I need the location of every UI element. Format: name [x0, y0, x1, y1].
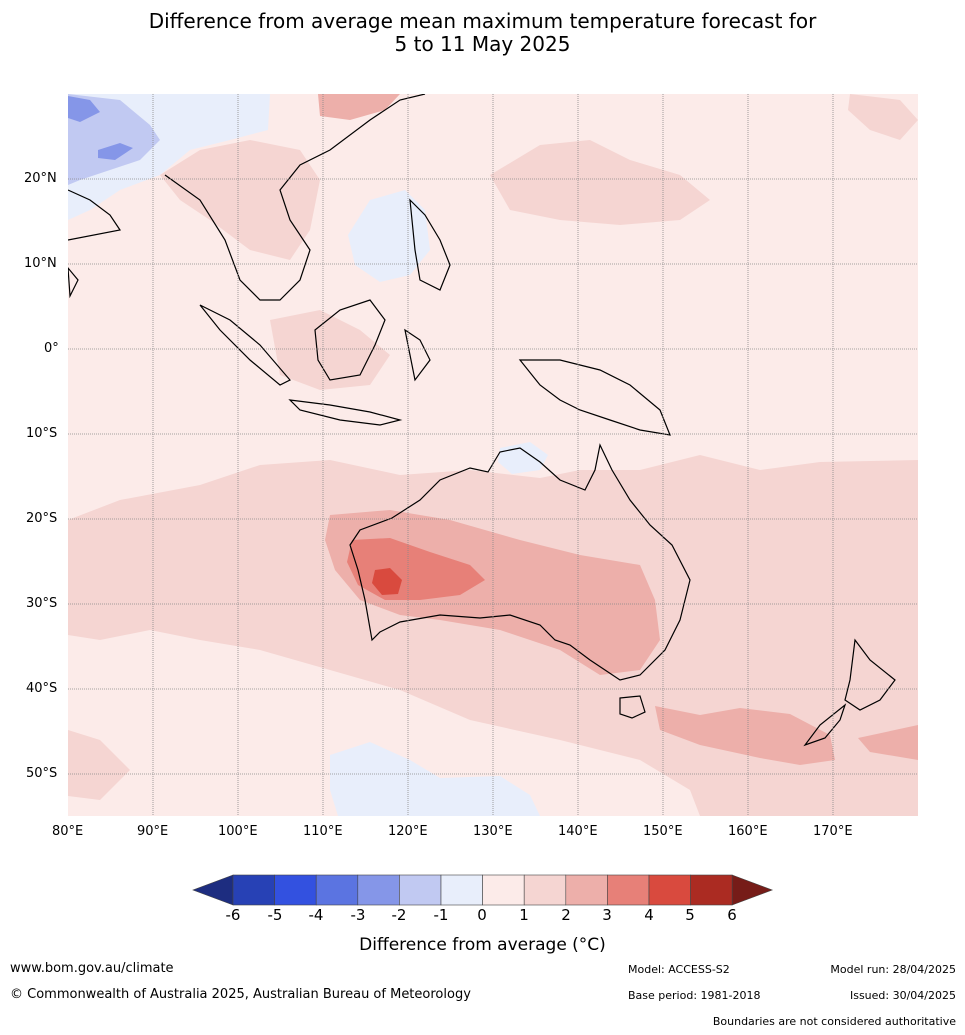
borneo-coast: [314, 299, 386, 381]
sri-lanka: [68, 267, 79, 299]
graticule: [68, 94, 918, 816]
new-zealand-north: [844, 638, 896, 711]
footer-model-run: Model run: 28/04/2025: [830, 963, 956, 976]
colorbar-extend-high: [731, 874, 774, 906]
warm-region-hotspot: [372, 568, 402, 595]
lon-label-120e: 120°E: [388, 824, 428, 839]
sulawesi-coast: [404, 328, 431, 382]
colorbar-tick-neg5: -5: [267, 906, 283, 924]
indochina-coast: [164, 94, 426, 301]
colorbar-segment: [315, 874, 359, 906]
colorbar: [192, 874, 774, 906]
cool-region-southern: [330, 742, 540, 816]
colorbar-segment: [232, 874, 275, 906]
colorbar-tick-neg1: -1: [433, 906, 449, 924]
warm-region-east-nz: [858, 725, 918, 760]
lat-label-0: 0°: [44, 341, 59, 356]
footer-base-period: Base period: 1981-2018: [628, 989, 761, 1002]
colorbar-tick-neg2: -2: [391, 906, 407, 924]
warm-region-china-coast: [318, 94, 400, 120]
footer-issued: Issued: 30/04/2025: [849, 989, 956, 1002]
colorbar-segment: [648, 874, 691, 906]
colorbar-tick-neg4: -4: [308, 906, 324, 924]
lat-label-10s: 10°S: [26, 426, 58, 441]
colorbar-tick-2: 2: [561, 906, 571, 924]
colorbar-segment: [607, 874, 650, 906]
colorbar-tick-5: 5: [685, 906, 695, 924]
lat-label-40s: 40°S: [26, 681, 58, 696]
coastlines: [68, 94, 896, 747]
forecast-map: [68, 94, 918, 816]
title-line-2: 5 to 11 May 2025: [394, 32, 571, 56]
colorbar-tick-neg6: -6: [225, 906, 241, 924]
cool-region-northwest-mid: [68, 94, 160, 185]
warm-region-southeast-asia: [160, 140, 320, 260]
colorbar-tick-neg3: -3: [350, 906, 366, 924]
colorbar-tick-4: 4: [644, 906, 654, 924]
cool-region-northwest-strong: [68, 96, 100, 122]
map-title: Difference from average mean maximum tem…: [0, 10, 965, 56]
lon-label-100e: 100°E: [218, 824, 258, 839]
new-zealand-south: [803, 703, 847, 747]
lon-label-130e: 130°E: [473, 824, 513, 839]
title-line-1: Difference from average mean maximum tem…: [148, 9, 817, 33]
colorbar-segment: [565, 874, 608, 906]
lat-label-20s: 20°S: [26, 511, 58, 526]
lon-label-170e: 170°E: [813, 824, 853, 839]
warm-region-tasman-south: [655, 706, 835, 765]
warm-region-nw-pacific: [490, 140, 710, 225]
tasmania-coast: [619, 695, 646, 719]
java-coast: [288, 399, 403, 426]
colorbar-tick-0: 0: [477, 906, 487, 924]
colorbar-segment: [274, 874, 317, 906]
colorbar-segment: [482, 874, 525, 906]
lat-label-50s: 50°S: [26, 766, 58, 781]
colorbar-tick-6: 6: [727, 906, 737, 924]
lon-label-90e: 90°E: [137, 824, 169, 839]
footer-website: www.bom.gov.au/climate: [10, 961, 174, 976]
colorbar-title: Difference from average (°C): [359, 935, 606, 955]
cool-region-northwest-spot: [98, 143, 133, 160]
warm-region-south-west: [68, 730, 130, 800]
new-guinea-coast: [518, 359, 671, 436]
lon-label-150e: 150°E: [643, 824, 683, 839]
footer-copyright: © Commonwealth of Australia 2025, Austra…: [10, 987, 471, 1002]
lat-label-10n: 10°N: [24, 256, 57, 271]
colorbar-tick-1: 1: [519, 906, 529, 924]
lon-label-110e: 110°E: [303, 824, 343, 839]
colorbar-segment: [357, 874, 400, 906]
lat-label-30s: 30°S: [26, 596, 58, 611]
india-coast: [68, 189, 122, 241]
footer-disclaimer: Boundaries are not considered authoritat…: [712, 1015, 956, 1028]
cool-region-philippines: [348, 190, 430, 282]
australia-coast: [349, 443, 691, 681]
footer-model: Model: ACCESS-S2: [628, 963, 730, 976]
lon-label-80e: 80°E: [52, 824, 84, 839]
warm-region-nz-east: [848, 94, 918, 140]
sumatra-coast: [199, 304, 291, 386]
colorbar-extend-low: [192, 874, 234, 906]
colorbar-tick-3: 3: [602, 906, 612, 924]
colorbar-segment: [690, 874, 733, 906]
colorbar-segment: [523, 874, 567, 906]
colorbar-segment: [440, 874, 483, 906]
lat-label-20n: 20°N: [24, 171, 57, 186]
warm-region-equatorial: [270, 310, 390, 390]
colorbar-segment: [399, 874, 442, 906]
philippines-coast: [409, 198, 451, 291]
lon-label-160e: 160°E: [728, 824, 768, 839]
lon-label-140e: 140°E: [558, 824, 598, 839]
